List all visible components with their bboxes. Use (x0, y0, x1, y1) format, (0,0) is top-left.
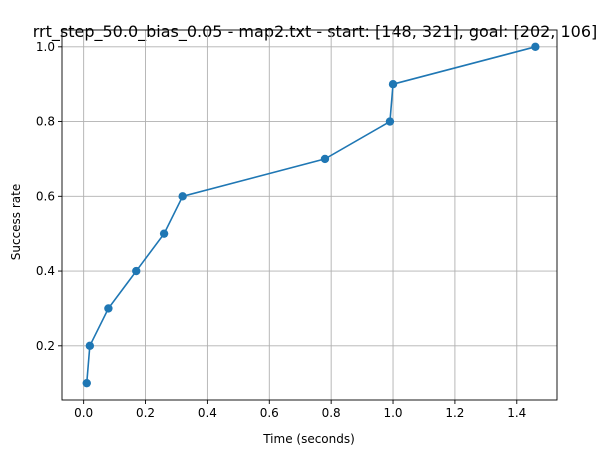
x-tick-label: 0.0 (74, 406, 93, 420)
y-tick-label: 0.8 (36, 115, 55, 129)
data-point (178, 192, 187, 201)
data-point (388, 79, 398, 89)
y-axis: 0.2 0.4 0.6 0.8 1.0 (36, 40, 62, 353)
x-tick-label: 0.4 (198, 406, 217, 420)
data-point (85, 341, 95, 351)
x-tick-label: 1.0 (383, 406, 402, 420)
grid (62, 30, 557, 400)
y-tick-label: 0.4 (36, 264, 55, 278)
series-polyline (85, 46, 536, 384)
x-tick-label: 0.6 (260, 406, 279, 420)
y-tick-label: 1.0 (36, 40, 55, 54)
data-point (82, 378, 91, 388)
y-tick-label: 0.6 (36, 189, 55, 203)
y-axis-label: Success rate (9, 184, 23, 261)
x-tick-label: 0.8 (322, 406, 341, 420)
data-point (104, 304, 113, 313)
x-tick-label: 1.4 (507, 406, 526, 420)
chart-title: rrt_step_50.0_bias_0.05 - map2.txt - sta… (33, 22, 598, 42)
x-tick-label: 1.2 (445, 406, 464, 420)
data-point (132, 266, 141, 276)
series-line (82, 42, 540, 388)
x-tick-label: 0.2 (136, 406, 155, 420)
x-axis-label: Time (seconds) (262, 432, 355, 446)
x-axis: 0.0 0.2 0.4 0.6 0.8 1.0 1.2 1.4 (74, 400, 526, 420)
data-point (159, 229, 169, 238)
data-point (531, 42, 540, 52)
data-point (320, 154, 330, 164)
y-tick-label: 0.2 (36, 339, 55, 353)
plot-frame (61, 29, 558, 401)
data-point (385, 117, 395, 126)
